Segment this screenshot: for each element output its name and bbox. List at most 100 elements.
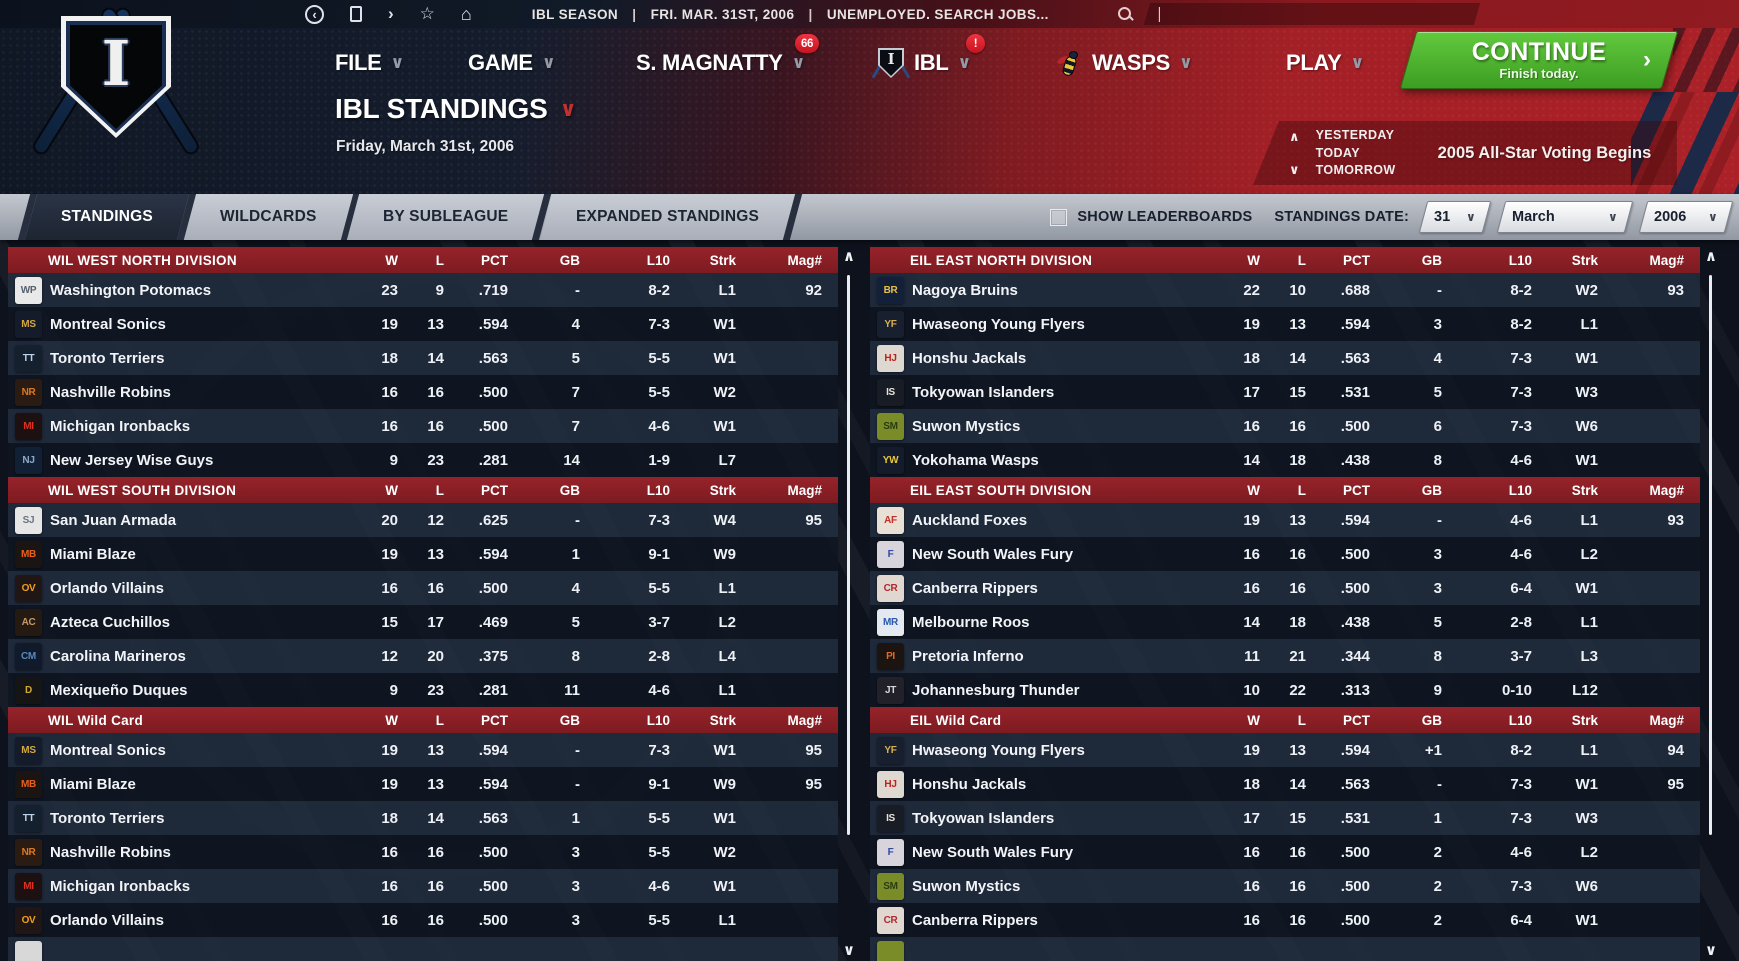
standings-row[interactable]: TT Toronto Terriers 18 14 .563 1 5-5 W1 — [8, 801, 838, 835]
breadcrumb-status[interactable]: UNEMPLOYED. SEARCH JOBS... — [826, 6, 1049, 22]
tab-wildcards[interactable]: WILDCARDS — [183, 194, 360, 240]
standings-row[interactable]: D Mexiqueño Duques 9 23 .281 11 4-6 L1 — [8, 673, 838, 707]
continue-button[interactable]: CONTINUE Finish today. › — [1399, 31, 1679, 89]
team-name[interactable]: Tokyowan Islanders — [912, 383, 1055, 401]
month-dropdown[interactable]: March ∨ — [1496, 201, 1634, 233]
tab-by-subleague[interactable]: BY SUBLEAGUE — [347, 194, 552, 240]
standings-row[interactable]: JT Johannesburg Thunder 10 22 .313 9 0-10 L12 — [870, 673, 1700, 707]
standings-row-partial[interactable] — [870, 937, 1700, 961]
standings-row[interactable]: CM Carolina Marineros 12 20 .375 8 2-8 L4 — [8, 639, 838, 673]
news-ticker[interactable]: 2005 All-Star Voting Begins — [1437, 143, 1652, 162]
team-name[interactable]: Melbourne Roos — [912, 613, 1030, 631]
standings-row[interactable]: PI Pretoria Inferno 11 21 .344 8 3-7 L3 — [870, 639, 1700, 673]
standings-row[interactable]: CR Canberra Rippers 16 16 .500 2 6-4 W1 — [870, 903, 1700, 937]
menu-game[interactable]: GAME ∨ — [468, 50, 556, 75]
team-name[interactable]: Miami Blaze — [50, 545, 136, 563]
team-name[interactable]: Canberra Rippers — [912, 579, 1038, 597]
standings-row[interactable]: IS Tokyowan Islanders 17 15 .531 5 7-3 W3 — [870, 375, 1700, 409]
standings-row[interactable]: SM Suwon Mystics 16 16 .500 6 7-3 W6 — [870, 409, 1700, 443]
team-name[interactable]: Nashville Robins — [50, 383, 171, 401]
menu-league[interactable]: I IBL ∨ ! — [871, 34, 986, 80]
standings-row[interactable]: HJ Honshu Jackals 18 14 .563 4 7-3 W1 — [870, 341, 1700, 375]
team-name[interactable]: New South Wales Fury — [912, 545, 1074, 563]
scrollbar-thumb[interactable] — [1709, 275, 1712, 835]
team-name[interactable]: Mexiqueño Duques — [50, 681, 188, 699]
team-name[interactable]: Michigan Ironbacks — [50, 417, 191, 435]
day-next-icon[interactable]: ∨ — [1289, 162, 1300, 177]
team-name[interactable]: New Jersey Wise Guys — [50, 451, 214, 469]
standings-row[interactable]: MI Michigan Ironbacks 16 16 .500 3 4-6 W1 — [8, 869, 838, 903]
team-name[interactable]: New South Wales Fury — [912, 843, 1074, 861]
scroll-up-icon[interactable]: ∧ — [1704, 248, 1718, 265]
team-name[interactable]: San Juan Armada — [50, 511, 177, 529]
standings-row[interactable]: F New South Wales Fury 16 16 .500 3 4-6 L2 — [870, 537, 1700, 571]
team-name[interactable]: Orlando Villains — [50, 579, 164, 597]
standings-row[interactable]: MB Miami Blaze 19 13 .594 1 9-1 W9 — [8, 537, 838, 571]
standings-row[interactable]: YF Hwaseong Young Flyers 19 13 .594 3 8-2 L1 — [870, 307, 1700, 341]
standings-row[interactable]: HJ Honshu Jackals 18 14 .563 - 7-3 W1 95 — [870, 767, 1700, 801]
team-name[interactable]: Michigan Ironbacks — [50, 877, 191, 895]
tab-expanded-standings[interactable]: EXPANDED STANDINGS — [539, 194, 802, 240]
menu-play[interactable]: PLAY ∨ — [1286, 50, 1364, 75]
standings-row[interactable]: OV Orlando Villains 16 16 .500 4 5-5 L1 — [8, 571, 838, 605]
year-dropdown[interactable]: 2006 ∨ — [1638, 201, 1734, 233]
standings-row[interactable]: MR Melbourne Roos 14 18 .438 5 2-8 L1 — [870, 605, 1700, 639]
team-name[interactable]: Miami Blaze — [50, 775, 136, 793]
standings-row[interactable]: BR Nagoya Bruins 22 10 .688 - 8-2 W2 93 — [870, 273, 1700, 307]
team-name[interactable]: Suwon Mystics — [912, 417, 1021, 435]
team-name[interactable]: Washington Potomacs — [50, 281, 212, 299]
standings-row[interactable]: NJ New Jersey Wise Guys 9 23 .281 14 1-9 L7 — [8, 443, 838, 477]
back-icon[interactable]: ‹ — [305, 4, 324, 24]
team-name[interactable]: Johannesburg Thunder — [912, 681, 1080, 699]
menu-file[interactable]: FILE ∨ — [335, 50, 404, 75]
team-name[interactable]: Nashville Robins — [50, 843, 171, 861]
team-name[interactable]: Auckland Foxes — [912, 511, 1028, 529]
team-name[interactable]: Yokohama Wasps — [912, 451, 1039, 469]
standings-row[interactable]: CR Canberra Rippers 16 16 .500 3 6-4 W1 — [870, 571, 1700, 605]
scrollbar-thumb[interactable] — [847, 275, 850, 835]
standings-row[interactable]: MI Michigan Ironbacks 16 16 .500 7 4-6 W1 — [8, 409, 838, 443]
day-prev-icon[interactable]: ∧ — [1289, 129, 1300, 144]
team-name[interactable]: Suwon Mystics — [912, 877, 1021, 895]
team-name[interactable]: Orlando Villains — [50, 911, 164, 929]
page-title[interactable]: IBL STANDINGS ∨ — [335, 93, 577, 124]
team-name[interactable]: Azteca Cuchillos — [50, 613, 171, 631]
day-dropdown[interactable]: 31 ∨ — [1418, 201, 1492, 233]
profile-card-icon[interactable] — [350, 6, 362, 22]
home-icon[interactable]: ⌂ — [460, 3, 472, 24]
team-name[interactable]: Honshu Jackals — [912, 349, 1027, 367]
day-nav-today[interactable]: TODAY — [1315, 145, 1360, 160]
team-name[interactable]: Nagoya Bruins — [912, 281, 1018, 299]
standings-row[interactable]: SJ San Juan Armada 20 12 .625 - 7-3 W4 95 — [8, 503, 838, 537]
search-icon[interactable] — [1117, 6, 1133, 22]
scroll-down-icon[interactable]: ∨ — [842, 942, 856, 959]
standings-row[interactable]: NR Nashville Robins 16 16 .500 3 5-5 W2 — [8, 835, 838, 869]
tab-standings[interactable]: STANDINGS — [17, 194, 197, 240]
scroll-down-icon[interactable]: ∨ — [1704, 942, 1718, 959]
standings-row[interactable]: MS Montreal Sonics 19 13 .594 - 7-3 W1 95 — [8, 733, 838, 767]
scroll-up-icon[interactable]: ∧ — [842, 248, 856, 265]
standings-row[interactable]: AF Auckland Foxes 19 13 .594 - 4-6 L1 93 — [870, 503, 1700, 537]
standings-row[interactable]: MB Miami Blaze 19 13 .594 - 9-1 W9 95 — [8, 767, 838, 801]
standings-row[interactable]: MS Montreal Sonics 19 13 .594 4 7-3 W1 — [8, 307, 838, 341]
team-name[interactable]: Toronto Terriers — [50, 809, 165, 827]
menu-team[interactable]: WASPS ∨ — [1056, 46, 1193, 80]
team-name[interactable]: Carolina Marineros — [50, 647, 186, 665]
standings-row[interactable]: YF Hwaseong Young Flyers 19 13 .594 +1 8-2 L1 94 — [870, 733, 1700, 767]
team-name[interactable]: Pretoria Inferno — [912, 647, 1024, 665]
standings-row[interactable]: YW Yokohama Wasps 14 18 .438 8 4-6 W1 — [870, 443, 1700, 477]
standings-row[interactable]: SM Suwon Mystics 16 16 .500 2 7-3 W6 — [870, 869, 1700, 903]
team-name[interactable]: Honshu Jackals — [912, 775, 1027, 793]
standings-row[interactable]: OV Orlando Villains 16 16 .500 3 5-5 L1 — [8, 903, 838, 937]
standings-row[interactable]: AC Azteca Cuchillos 15 17 .469 5 3-7 L2 — [8, 605, 838, 639]
team-name[interactable]: Tokyowan Islanders — [912, 809, 1055, 827]
team-name[interactable]: Montreal Sonics — [50, 315, 166, 333]
team-name[interactable]: Hwaseong Young Flyers — [912, 315, 1085, 333]
bookmark-star-icon[interactable]: ☆ — [419, 4, 435, 23]
standings-row[interactable]: F New South Wales Fury 16 16 .500 2 4-6 L2 — [870, 835, 1700, 869]
team-name[interactable]: Canberra Rippers — [912, 911, 1038, 929]
standings-row[interactable]: IS Tokyowan Islanders 17 15 .531 1 7-3 W3 — [870, 801, 1700, 835]
forward-icon[interactable]: › — [388, 4, 394, 23]
standings-row[interactable]: WP Washington Potomacs 23 9 .719 - 8-2 L1 92 — [8, 273, 838, 307]
show-leaderboards-checkbox[interactable] — [1050, 208, 1068, 226]
